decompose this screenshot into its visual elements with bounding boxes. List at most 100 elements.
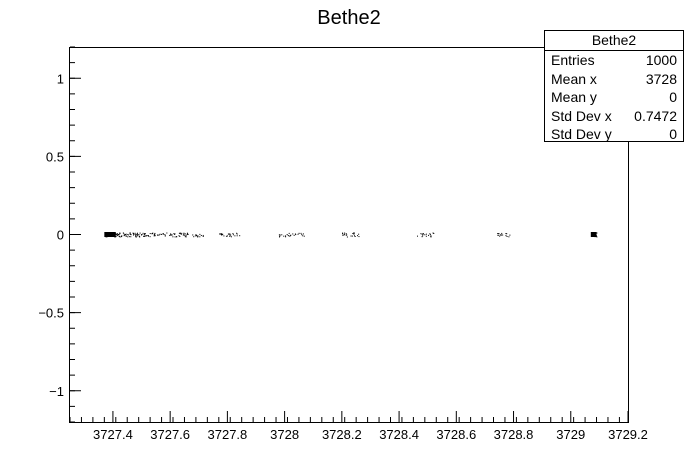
data-point <box>302 235 304 237</box>
data-point <box>164 235 166 237</box>
data-point <box>127 233 129 235</box>
data-point <box>135 234 137 236</box>
data-point <box>353 235 355 237</box>
data-point <box>133 234 135 236</box>
data-point <box>171 233 173 235</box>
data-point <box>230 234 232 236</box>
data-point-cluster <box>590 232 597 237</box>
data-point <box>506 235 508 237</box>
data-point <box>125 233 127 235</box>
data-point <box>199 233 201 235</box>
stats-value: 3728 <box>645 70 677 87</box>
data-point <box>425 235 427 237</box>
data-point <box>197 235 199 237</box>
data-point <box>292 233 294 235</box>
data-point <box>293 234 295 236</box>
data-point <box>166 232 168 234</box>
stats-label: Mean y <box>551 89 597 105</box>
data-point <box>433 232 435 234</box>
data-point <box>287 235 289 237</box>
data-point <box>432 232 434 234</box>
data-point <box>129 232 131 234</box>
data-point <box>117 234 119 236</box>
data-point <box>195 234 197 236</box>
data-point <box>161 233 163 235</box>
data-point <box>297 233 299 235</box>
data-point <box>358 236 360 238</box>
data-point <box>118 233 120 235</box>
data-point <box>352 232 354 234</box>
data-point <box>144 233 146 235</box>
data-point <box>119 236 121 238</box>
data-point <box>148 235 149 237</box>
data-point <box>229 234 231 236</box>
data-point <box>145 235 147 237</box>
data-point <box>183 232 185 234</box>
data-point <box>301 234 303 236</box>
data-point <box>358 233 360 235</box>
data-point <box>497 233 499 234</box>
data-point <box>149 236 151 238</box>
data-point <box>285 236 287 238</box>
data-point <box>169 234 171 236</box>
stats-box: Bethe2 Entries 1000 Mean x 3728 Mean y 0… <box>544 30 684 142</box>
data-point <box>232 234 234 236</box>
data-point <box>124 234 126 236</box>
data-points <box>104 232 598 238</box>
data-point <box>197 236 199 238</box>
data-point <box>194 235 196 237</box>
data-point <box>127 234 129 236</box>
data-point <box>300 232 302 234</box>
data-point <box>120 236 122 238</box>
data-point <box>429 233 431 235</box>
data-point <box>157 234 159 236</box>
data-point <box>171 234 173 236</box>
data-point <box>357 235 359 237</box>
data-point <box>181 232 183 234</box>
data-point <box>169 235 171 237</box>
data-point <box>354 235 356 237</box>
data-point <box>498 233 500 235</box>
data-point <box>182 234 184 236</box>
data-point <box>130 234 132 236</box>
x-tick-label: 3727.6 <box>150 427 190 442</box>
data-point <box>119 233 121 235</box>
data-point <box>425 233 427 235</box>
data-point-cluster <box>104 232 116 237</box>
data-point <box>303 235 305 237</box>
data-point <box>117 234 119 236</box>
data-point <box>154 233 156 235</box>
data-point <box>294 233 296 235</box>
data-point <box>596 232 598 234</box>
data-point <box>146 235 148 237</box>
data-point <box>185 235 187 237</box>
stats-row-mean-x: Mean x 3728 <box>545 70 683 89</box>
data-point <box>176 236 177 238</box>
data-point <box>290 234 292 236</box>
data-point <box>343 234 345 236</box>
data-point <box>119 236 121 238</box>
data-point <box>221 234 223 236</box>
y-tick-label: 1 <box>57 71 64 86</box>
data-point <box>136 234 138 236</box>
data-point <box>353 232 355 234</box>
x-tick-label: 3729.2 <box>608 427 648 442</box>
data-point <box>344 233 346 235</box>
data-point <box>154 232 156 234</box>
data-point <box>295 234 297 236</box>
x-tick-label: 3728.6 <box>436 427 476 442</box>
data-point <box>179 232 181 234</box>
data-point <box>138 234 140 236</box>
data-point <box>196 235 198 237</box>
data-point <box>179 235 181 237</box>
x-tick-label: 3728 <box>270 427 299 442</box>
data-point <box>128 236 130 238</box>
data-point <box>135 235 137 237</box>
data-point <box>153 234 155 236</box>
data-point <box>283 235 285 237</box>
data-point <box>137 235 139 237</box>
data-point <box>164 234 166 236</box>
data-point <box>278 234 280 236</box>
data-point <box>227 233 229 235</box>
